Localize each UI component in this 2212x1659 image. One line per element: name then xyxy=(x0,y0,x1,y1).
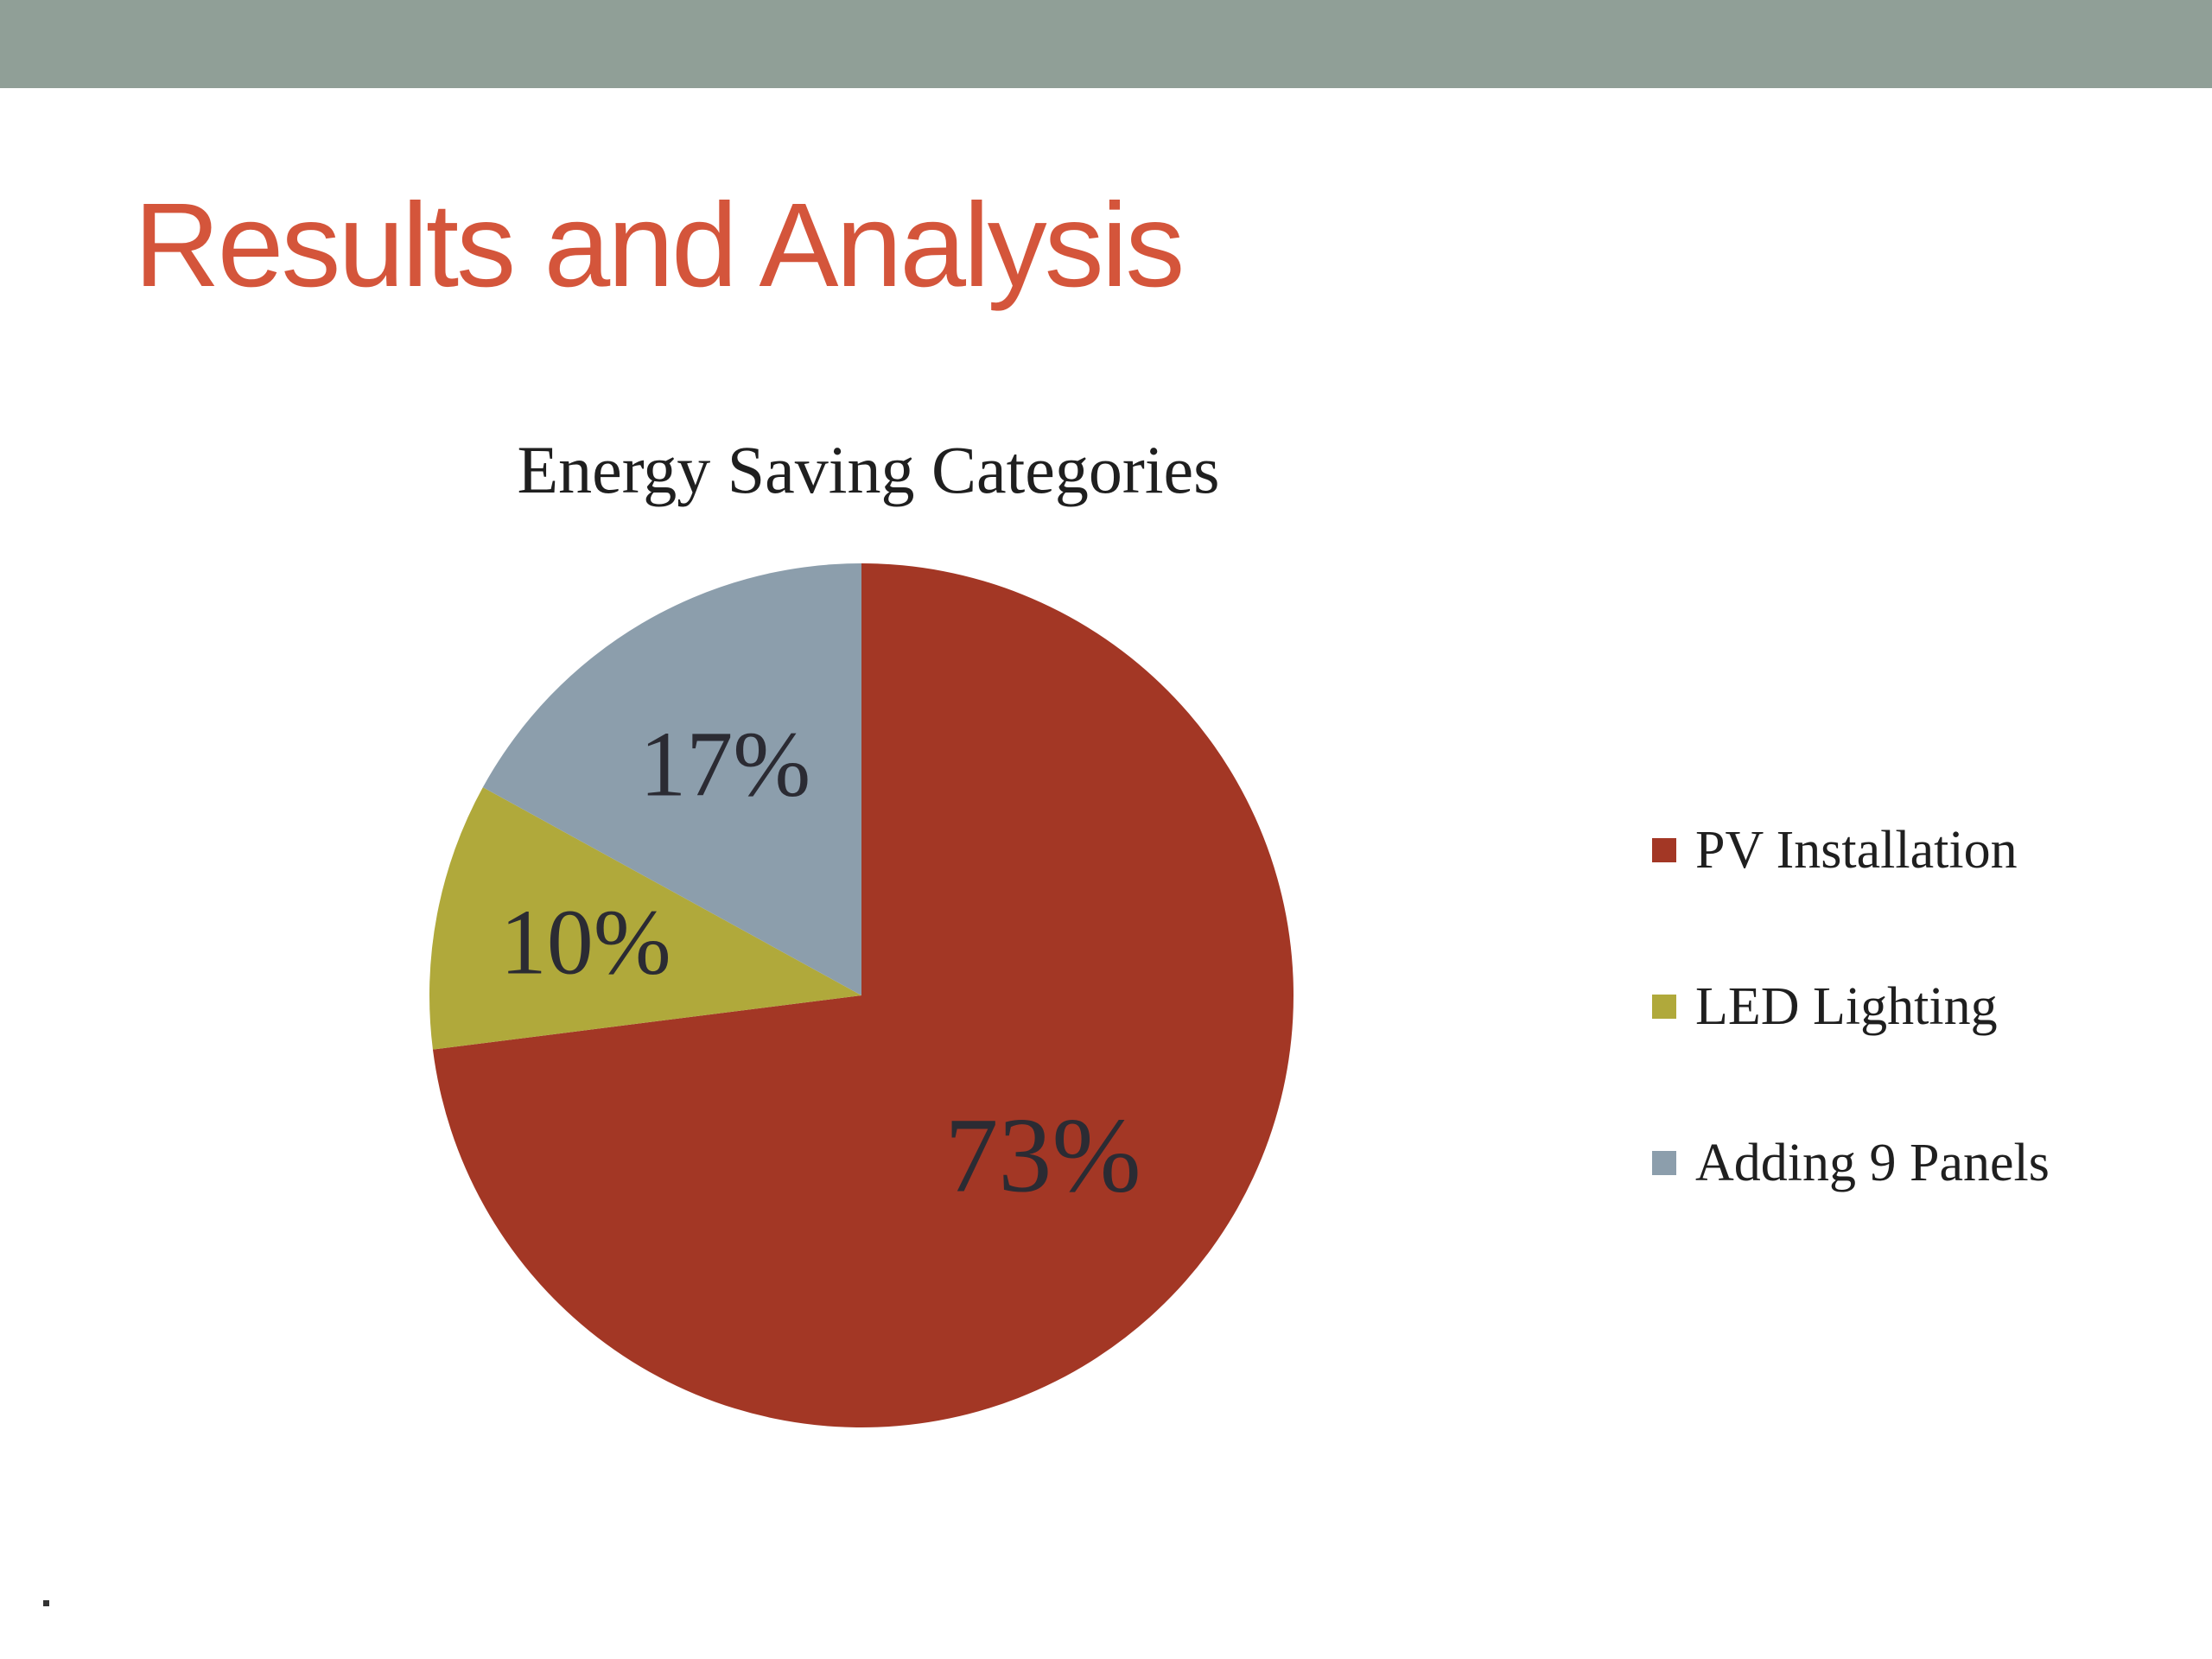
pie-data-labels: 73% 10% 17% xyxy=(500,714,1141,1215)
legend-swatch-pv-installation xyxy=(1652,838,1676,862)
legend-swatch-adding-9-panels xyxy=(1652,1151,1676,1175)
pie-slice-adding-9-panels xyxy=(482,563,861,995)
legend-label-led-lighting: LED Lighting xyxy=(1695,977,1998,1036)
pie-slice-pv-installation xyxy=(432,563,1294,1427)
legend-swatch-led-lighting xyxy=(1652,995,1676,1019)
top-band xyxy=(0,0,2212,88)
pie-label-adding-9-panels: 17% xyxy=(639,714,810,817)
footer-mark xyxy=(43,1600,49,1606)
slide-title: Results and Analysis xyxy=(134,179,1185,312)
chart-title: Energy Saving Categories xyxy=(517,432,1220,507)
pie-slices xyxy=(429,563,1294,1427)
pie-label-led-lighting: 10% xyxy=(500,892,671,995)
legend-label-pv-installation: PV Installation xyxy=(1695,821,2018,880)
legend-label-adding-9-panels: Adding 9 Panels xyxy=(1695,1134,2050,1192)
pie-label-pv-installation: 73% xyxy=(944,1096,1141,1215)
pie-slice-led-lighting xyxy=(429,787,861,1050)
